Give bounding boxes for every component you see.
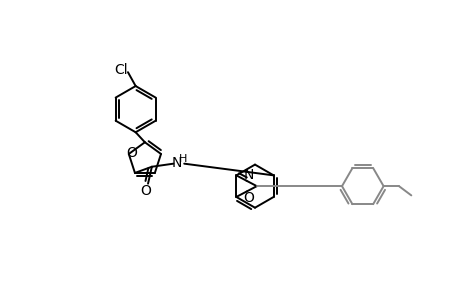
Text: N: N (243, 168, 253, 182)
Text: O: O (140, 184, 151, 198)
Text: N: N (172, 156, 182, 170)
Text: Cl: Cl (114, 63, 128, 77)
Text: O: O (243, 191, 254, 206)
Text: H: H (179, 154, 187, 164)
Text: O: O (126, 146, 137, 160)
